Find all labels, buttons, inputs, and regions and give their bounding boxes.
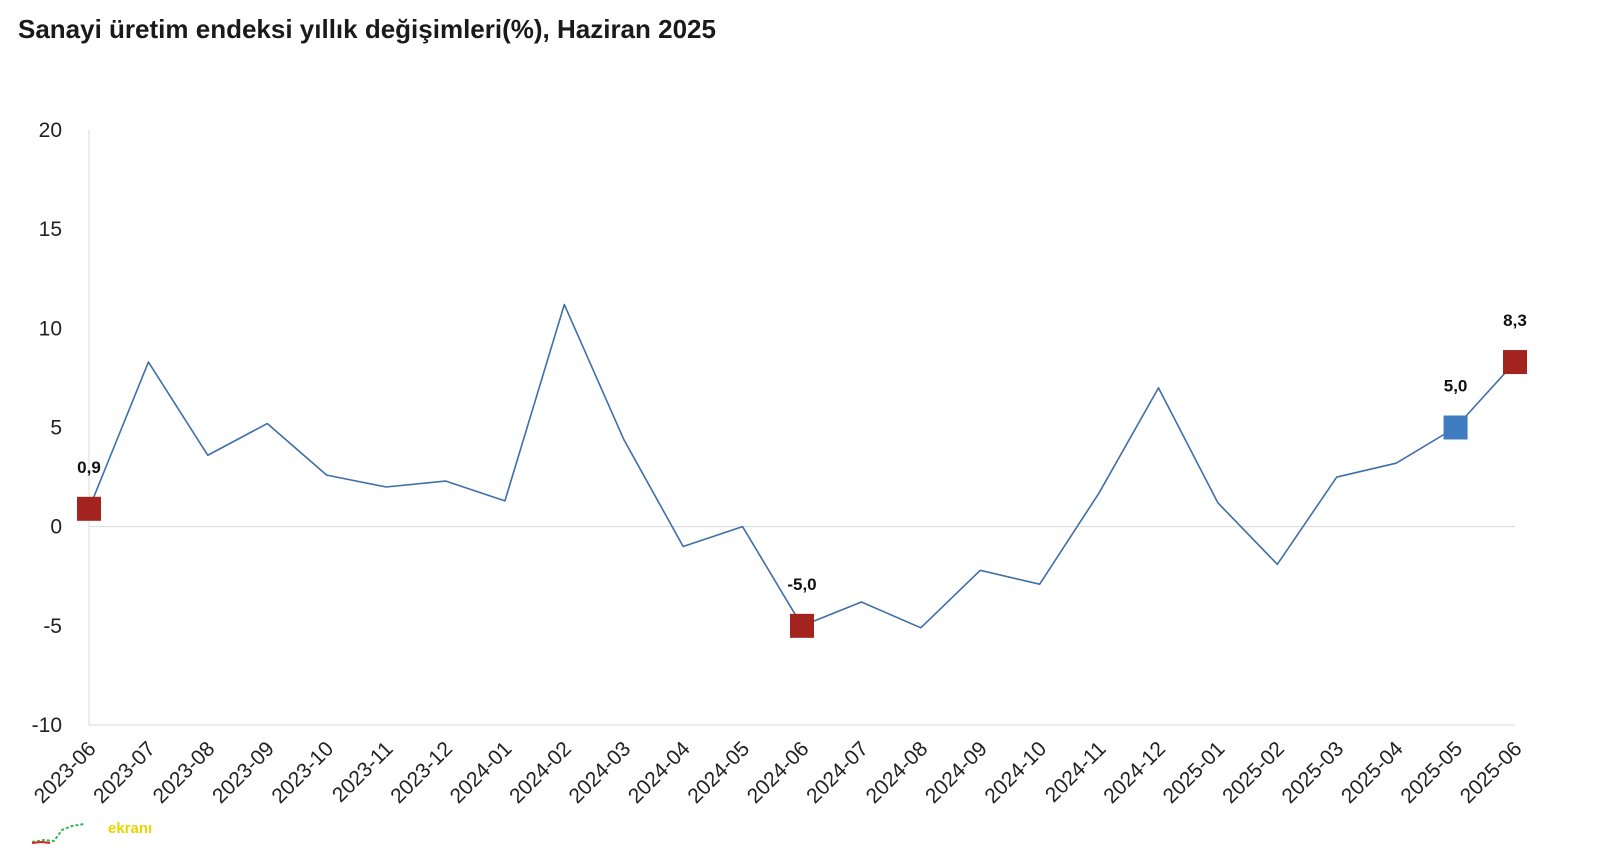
logo-text: ekranı [108,820,153,837]
y-tick-label: 20 [39,119,62,142]
x-tick-label: 2025-05 [1396,737,1467,808]
x-tick-label: 2024-02 [505,737,576,808]
x-tick-label: 2023-12 [386,737,457,808]
y-tick-label: 15 [39,218,62,241]
x-tick-label: 2024-01 [446,737,517,808]
logo-chart-icon [31,823,85,844]
x-tick-label: 2023-08 [149,737,220,808]
x-tick-label: 2024-07 [802,737,873,808]
ekrani-logo: ekranı [30,816,152,846]
highlight-marker [1443,415,1468,440]
x-tick-label: 2024-05 [683,737,754,808]
highlight-marker [1503,350,1527,375]
x-tick-label: 2025-01 [1159,737,1230,808]
x-tick-label: 2024-06 [743,737,814,808]
chart-axes [88,130,1515,726]
y-tick-label: -10 [32,714,62,737]
x-axis-ticks: 2023-062023-072023-082023-092023-102023-… [30,737,1527,808]
data-label: 0,9 [77,458,101,477]
y-tick-label: 0 [50,516,62,539]
x-tick-label: 2025-03 [1278,737,1349,808]
highlight-marker [790,613,814,638]
x-tick-label: 2024-09 [921,737,992,808]
chart-title: Sanayi üretim endeksi yıllık değişimleri… [18,14,716,44]
y-tick-label: 5 [50,417,62,440]
x-tick-label: 2023-06 [30,737,101,808]
x-tick-label: 2024-03 [565,737,636,808]
x-tick-label: 2024-12 [1099,737,1170,808]
x-tick-label: 2025-06 [1456,737,1527,808]
x-tick-label: 2024-11 [1041,737,1111,807]
x-tick-label: 2023-07 [89,737,160,808]
y-tick-label: -5 [43,615,62,638]
data-label-group: 0,9 -5,0 5,0 8,3 [77,311,1527,594]
x-tick-label: 2024-10 [980,737,1051,808]
data-label: -5,0 [787,575,816,594]
x-tick-label: 2025-02 [1218,737,1289,808]
x-tick-label: 2023-09 [208,737,279,808]
x-tick-label: 2023-11 [328,737,398,807]
x-tick-label: 2024-08 [862,737,933,808]
data-label: 8,3 [1503,311,1527,330]
marker-group [77,350,1527,638]
y-axis-ticks: 20 15 10 5 0 -5 -10 [32,119,62,737]
highlight-marker [77,496,101,521]
data-label: 5,0 [1444,377,1468,396]
y-tick-label: 10 [39,317,62,340]
x-tick-label: 2025-04 [1337,737,1408,808]
x-tick-label: 2024-04 [624,737,695,808]
x-tick-label: 2023-10 [267,737,338,808]
